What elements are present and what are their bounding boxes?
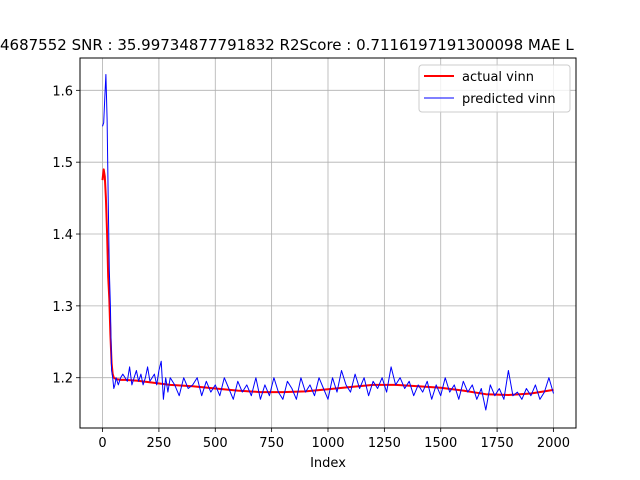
x-axis: 0 250 500 750 1000 1250 1500 1750 2000 [98,428,570,451]
x-tick-label: 1750 [481,436,514,451]
y-tick-label: 1.6 [52,84,73,99]
x-tick-label: 500 [203,436,228,451]
legend-label-actual: actual vinn [462,70,534,85]
y-tick-label: 1.5 [52,156,73,171]
x-tick-label: 1000 [311,436,344,451]
x-tick-label: 0 [98,436,106,451]
y-tick-label: 1.2 [52,372,73,387]
series-predicted-vinn [102,74,554,411]
x-axis-label: Index [310,456,346,471]
x-tick-label: 750 [259,436,284,451]
y-axis: 1.2 1.3 1.4 1.5 1.6 [52,84,80,387]
legend-box [418,64,571,113]
x-tick-label: 2000 [537,436,570,451]
series-group [101,74,554,411]
legend: actual vinn predicted vinn [418,64,571,113]
y-tick-label: 1.4 [52,228,73,243]
x-tick-label: 250 [146,436,171,451]
x-tick-label: 1250 [368,436,401,451]
y-tick-label: 1.3 [52,300,73,315]
legend-label-predicted: predicted vinn [462,92,556,107]
chart-title: 4687552 SNR : 35.99734877791832 R2Score … [0,36,574,54]
x-tick-label: 1500 [424,436,457,451]
grid [80,58,576,428]
